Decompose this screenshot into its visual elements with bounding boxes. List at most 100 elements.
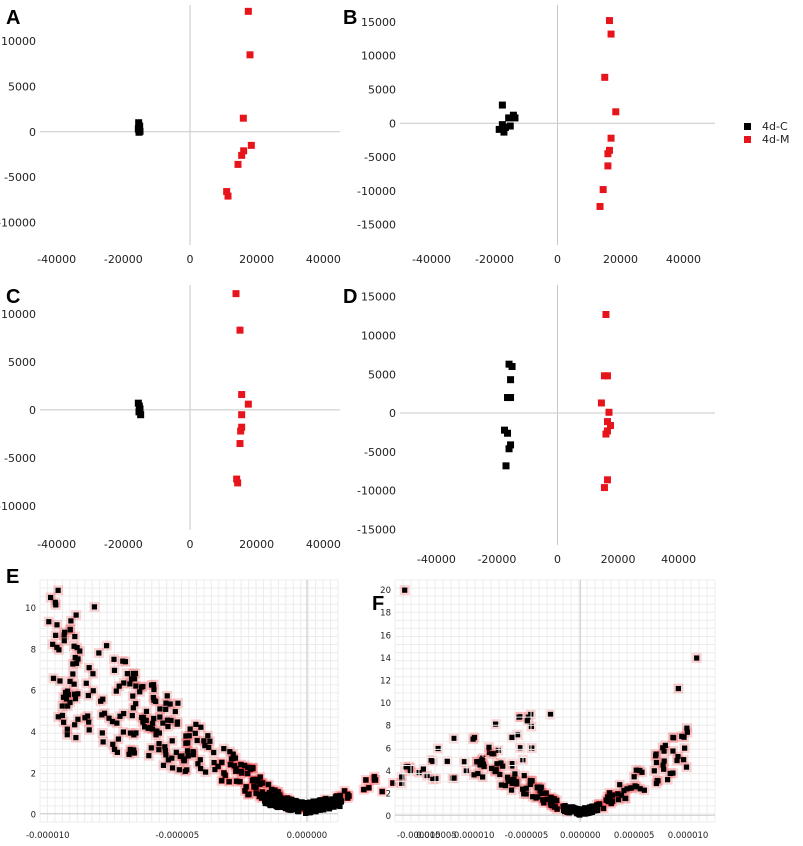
point-black [169,755,175,761]
point-black [121,680,127,686]
y-tick-label: 5000 [8,81,36,94]
point-black [163,700,169,706]
point-black [175,700,181,706]
point-black [548,802,554,808]
x-tick-label: 0.000005 [416,831,457,841]
legend-label: 4d-C [762,120,788,133]
point-black [295,809,302,815]
point-4d-m [603,476,611,484]
point-black [221,746,227,752]
point-black [137,689,143,695]
point-black [165,757,171,763]
y-tick-label: 16 [380,631,391,641]
y-tick-label: -5000 [4,171,36,184]
point-black [83,680,89,686]
point-black [114,749,120,755]
point-black [479,774,486,780]
point-black [253,790,259,796]
point-black [55,714,61,720]
point-black [486,749,492,756]
point-black [239,770,245,776]
point-black [48,594,54,601]
point-black [632,783,638,789]
point-black [591,808,597,814]
point-black [111,746,118,752]
point-black [297,801,303,807]
y-tick-label: -10000 [357,485,396,498]
point-black [242,788,248,794]
point-black [139,714,145,721]
point-black [631,774,637,780]
point-black [50,675,57,681]
point-black [227,762,234,768]
point-black [127,681,133,687]
y-tick-label: 8 [386,722,391,732]
point-black [146,753,152,759]
point-black [164,717,171,723]
point-black [594,802,600,808]
point-black [684,725,690,731]
point-black [420,766,427,772]
point-black [560,803,566,809]
x-tick-label: 20000 [239,538,274,551]
x-tick-label: -0.000015 [397,831,441,841]
point-black [661,748,667,754]
point-black [585,805,591,811]
point-black [600,805,607,811]
panel-letter: B [343,7,357,29]
point-black [337,792,343,799]
point-black [361,786,367,793]
point-black [564,806,570,812]
point-black [653,780,660,787]
point-black [267,801,273,808]
point-black [509,780,515,786]
point-black [312,808,319,814]
point-black [145,725,151,731]
point-black [153,732,159,738]
point-black [184,767,190,773]
point-black [346,793,352,799]
point-black [288,800,294,806]
y-tick-label: 10 [380,699,391,709]
point-black [169,765,176,771]
point-black [681,757,687,763]
point-black [61,719,67,725]
point-black [303,810,309,817]
point-black [254,778,261,784]
point-black [494,761,500,767]
point-black [131,732,137,738]
point-black [474,759,480,765]
point-black [73,660,80,666]
y-tick-label: 2 [386,790,391,800]
point-4d-c [506,122,514,130]
point-black [164,693,170,699]
point-black [326,806,333,812]
point-black [250,776,257,783]
point-black [498,760,504,766]
point-black [67,626,73,633]
point-4d-c [495,125,503,133]
point-black [547,711,554,718]
point-black [282,799,288,805]
point-black [262,798,268,804]
point-black [577,810,583,816]
point-4d-c [502,123,510,131]
point-black [151,682,157,688]
point-black [57,678,63,684]
point-black [243,784,249,790]
point-black [75,716,81,722]
y-tick-label: -15000 [357,219,396,232]
point-black [185,753,191,759]
y-tick-label: 15000 [361,291,396,304]
point-black [493,721,499,727]
point-black [65,703,71,709]
panel-letter: D [343,286,357,308]
point-black [660,745,666,751]
point-black [530,794,536,800]
point-black [60,694,67,700]
point-4d-m [600,484,608,492]
y-tick-label: 0 [389,407,396,420]
point-black [572,806,579,812]
point-black [219,778,225,784]
x-tick-label: -20000 [477,553,516,566]
